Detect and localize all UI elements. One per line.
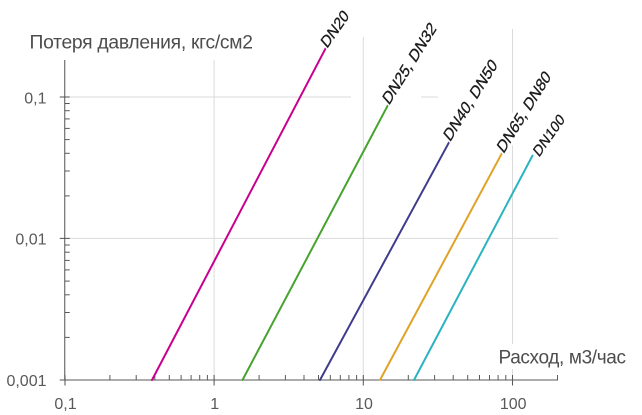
svg-text:1: 1 — [210, 396, 219, 413]
svg-text:Потеря давления, кгс/см2: Потеря давления, кгс/см2 — [30, 32, 254, 53]
svg-text:0,1: 0,1 — [24, 90, 46, 107]
svg-text:0,1: 0,1 — [54, 396, 76, 413]
svg-text:10: 10 — [355, 396, 373, 413]
svg-text:0,01: 0,01 — [15, 232, 46, 249]
svg-text:100: 100 — [500, 396, 527, 413]
svg-text:Расход, м3/час: Расход, м3/час — [499, 347, 627, 368]
svg-text:0,001: 0,001 — [6, 373, 46, 390]
